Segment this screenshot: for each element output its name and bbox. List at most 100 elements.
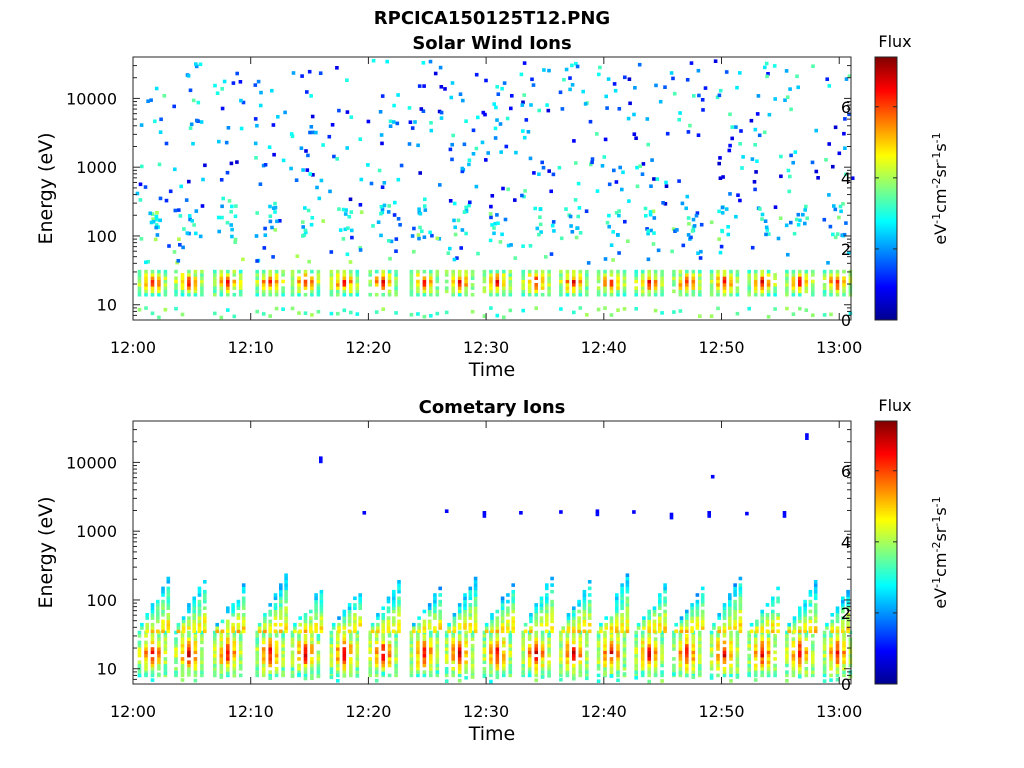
heatmap-cell — [753, 269, 758, 274]
heatmap-cell — [297, 286, 301, 290]
heatmap-cell — [457, 276, 462, 280]
heatmap-cell — [193, 678, 198, 683]
heatmap-cell — [835, 657, 840, 661]
heatmap-cell — [527, 643, 532, 648]
heatmap-cell — [640, 650, 645, 655]
heatmap-cell — [760, 279, 764, 284]
heatmap-cell — [187, 276, 191, 280]
heatmap-cell — [267, 145, 272, 149]
heatmap-cell — [213, 640, 217, 645]
heatmap-cell — [534, 292, 538, 297]
heatmap-cell — [545, 613, 549, 617]
heatmap-cell — [760, 616, 764, 620]
heatmap-cell — [281, 273, 285, 277]
heatmap-cell — [842, 289, 846, 294]
heatmap-cell — [297, 283, 301, 287]
heatmap-cell — [792, 622, 797, 627]
heatmap-cell — [765, 74, 769, 79]
heatmap-cell — [700, 98, 705, 102]
heatmap-cell — [663, 619, 667, 624]
heatmap-cell — [241, 629, 246, 634]
heatmap-cell — [803, 606, 807, 610]
heatmap-cell — [645, 117, 650, 121]
heatmap-cell — [653, 673, 658, 677]
heatmap-cell — [226, 276, 230, 280]
heatmap-cell — [841, 603, 845, 607]
heatmap-cell — [150, 637, 155, 641]
heatmap-cell — [616, 663, 620, 668]
heatmap-cell — [760, 673, 764, 678]
heatmap-cell — [692, 94, 696, 98]
heatmap-cell — [709, 276, 714, 280]
heatmap-cell — [256, 79, 261, 84]
heatmap-cell — [773, 292, 777, 297]
heatmap-cell — [187, 653, 191, 658]
heatmap-cell — [317, 196, 322, 201]
heatmap-cell — [316, 667, 321, 671]
heatmap-cell — [180, 634, 185, 638]
heatmap-cell — [729, 276, 733, 280]
heatmap-cell — [200, 647, 204, 651]
heatmap-cell — [158, 218, 162, 223]
heatmap-cell — [753, 292, 758, 297]
heatmap-cell — [193, 663, 198, 668]
heatmap-cell — [255, 640, 259, 645]
heatmap-cell — [193, 643, 198, 648]
heatmap-cell — [521, 286, 525, 290]
heatmap-cell — [381, 637, 385, 641]
heatmap-cell — [578, 292, 583, 297]
colorbar-tick-label: 2 — [841, 604, 851, 623]
heatmap-cell — [722, 647, 727, 651]
heatmap-cell — [798, 629, 802, 634]
heatmap-cell — [192, 613, 196, 617]
heatmap-cell — [386, 626, 391, 630]
y-tick-label: 10000 — [66, 89, 117, 108]
heatmap-cell — [842, 663, 846, 668]
heatmap-cell — [318, 71, 323, 75]
heatmap-cell — [236, 622, 241, 627]
heatmap-cell — [622, 637, 627, 641]
heatmap-cell — [568, 214, 573, 219]
heatmap-cell — [550, 599, 554, 604]
heatmap-cell — [304, 230, 308, 235]
heatmap-cell — [273, 596, 278, 601]
heatmap-cell — [433, 609, 437, 614]
heatmap-cell — [290, 674, 295, 678]
heatmap-cell — [489, 283, 493, 287]
heatmap-cell — [722, 616, 727, 620]
heatmap-cell — [446, 251, 451, 255]
heatmap-cell — [188, 217, 192, 222]
heatmap-cell — [386, 609, 391, 614]
heatmap-cell — [319, 616, 324, 620]
heatmap-cell — [559, 660, 563, 664]
heatmap-cell — [830, 622, 834, 627]
heatmap-cell — [660, 634, 664, 638]
heatmap-cell — [822, 630, 827, 635]
heatmap-cell — [381, 657, 385, 661]
heatmap-cell — [422, 663, 427, 668]
heatmap-cell — [698, 634, 702, 638]
heatmap-cell — [273, 629, 278, 634]
heatmap-cell — [429, 640, 433, 645]
heatmap-cell — [747, 289, 751, 294]
heatmap-cell — [738, 619, 743, 624]
heatmap-cell — [848, 311, 853, 316]
heatmap-cell — [192, 603, 196, 607]
heatmap-cell — [729, 663, 733, 668]
heatmap-cell — [198, 234, 203, 239]
heatmap-cell — [634, 676, 638, 680]
heatmap-cell — [180, 678, 185, 682]
heatmap-cell — [700, 619, 705, 624]
heatmap-cell — [760, 613, 764, 617]
heatmap-cell — [595, 509, 600, 513]
heatmap-cell — [163, 307, 168, 312]
heatmap-cell — [724, 70, 729, 74]
heatmap-cell — [220, 87, 224, 91]
heatmap-cell — [498, 122, 503, 126]
heatmap-cell — [747, 640, 751, 645]
heatmap-cell — [598, 65, 602, 70]
heatmap-cell — [407, 142, 412, 146]
heatmap-cell — [646, 257, 651, 262]
heatmap-cell — [521, 308, 525, 313]
heatmap-cell — [709, 286, 714, 290]
